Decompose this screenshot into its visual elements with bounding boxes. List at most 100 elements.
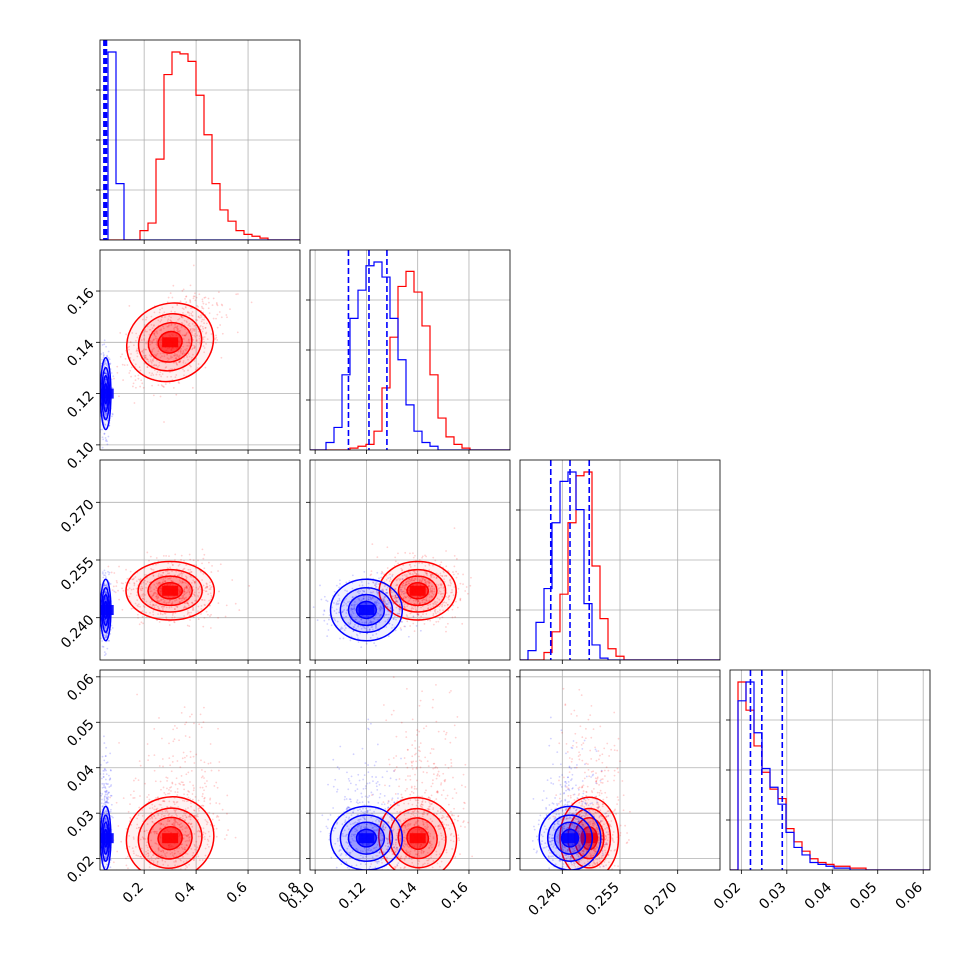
sample-point bbox=[170, 770, 173, 773]
sample-point bbox=[202, 827, 205, 830]
sample-point bbox=[107, 798, 110, 801]
sample-point bbox=[104, 803, 107, 806]
sample-point bbox=[155, 604, 158, 606]
sample-point bbox=[374, 627, 377, 630]
sample-point bbox=[187, 588, 190, 590]
sample-point bbox=[426, 572, 428, 575]
sample-point bbox=[363, 627, 366, 629]
sample-point bbox=[104, 636, 107, 638]
sample-point bbox=[184, 586, 186, 589]
sample-point bbox=[361, 621, 364, 624]
sample-point bbox=[202, 584, 205, 587]
sample-point bbox=[156, 597, 158, 600]
sample-point bbox=[197, 610, 199, 612]
sample-point bbox=[200, 605, 203, 607]
red-contours-1-0 bbox=[125, 302, 215, 383]
sample-point bbox=[103, 574, 105, 576]
sample-point bbox=[388, 601, 390, 604]
sample-point bbox=[462, 583, 464, 585]
sample-point bbox=[226, 794, 229, 797]
sample-point bbox=[154, 831, 157, 833]
sample-point bbox=[188, 611, 191, 614]
sample-point bbox=[105, 414, 108, 416]
sample-point bbox=[181, 353, 184, 355]
sample-point bbox=[192, 609, 195, 611]
sample-point bbox=[459, 599, 462, 602]
sample-point bbox=[453, 565, 456, 568]
sample-point bbox=[128, 372, 131, 374]
sample-point bbox=[357, 641, 360, 643]
sample-point bbox=[422, 598, 425, 601]
sample-point bbox=[178, 782, 181, 785]
sample-point bbox=[198, 325, 201, 328]
sample-point bbox=[337, 602, 340, 605]
sample-point bbox=[405, 584, 408, 586]
sample-point bbox=[403, 590, 405, 593]
sample-point bbox=[101, 798, 103, 801]
sample-point bbox=[173, 725, 176, 727]
sample-point bbox=[156, 830, 158, 833]
sample-point bbox=[165, 871, 167, 873]
sample-point bbox=[413, 564, 416, 567]
sample-point bbox=[152, 374, 155, 376]
sample-point bbox=[210, 596, 213, 599]
sample-point bbox=[149, 817, 152, 820]
sample-point bbox=[418, 580, 421, 583]
sample-point bbox=[466, 592, 469, 595]
sample-point bbox=[166, 779, 168, 782]
sample-point bbox=[396, 596, 399, 599]
sample-point bbox=[185, 592, 187, 595]
sample-point bbox=[461, 622, 464, 625]
sample-point bbox=[330, 624, 333, 627]
sample-point bbox=[136, 693, 138, 696]
sample-point bbox=[154, 330, 156, 333]
sample-point bbox=[428, 568, 431, 571]
sample-point bbox=[150, 590, 153, 593]
sample-point bbox=[164, 580, 167, 582]
sample-point bbox=[154, 355, 157, 357]
sample-point bbox=[421, 599, 424, 602]
sample-point bbox=[173, 873, 175, 875]
sample-point bbox=[153, 727, 156, 730]
sample-point bbox=[435, 576, 438, 579]
sample-point bbox=[152, 569, 155, 571]
sample-point bbox=[145, 844, 148, 847]
sample-point bbox=[165, 555, 168, 557]
sample-point bbox=[193, 845, 196, 847]
sample-point bbox=[192, 593, 195, 596]
sample-point bbox=[158, 717, 160, 719]
sample-point bbox=[182, 361, 185, 364]
sample-point bbox=[202, 318, 205, 321]
sample-point bbox=[202, 721, 205, 724]
sample-point bbox=[221, 808, 224, 811]
sample-point bbox=[208, 599, 211, 602]
blue-histogram-0 bbox=[100, 51, 300, 240]
sample-point bbox=[345, 615, 347, 618]
sample-point bbox=[394, 596, 397, 599]
sample-point bbox=[369, 596, 372, 599]
sample-point bbox=[184, 602, 187, 605]
sample-point bbox=[211, 564, 213, 567]
sample-point bbox=[158, 364, 161, 367]
sample-point bbox=[154, 780, 157, 783]
sample-point bbox=[152, 574, 155, 577]
sample-point bbox=[193, 581, 196, 584]
sample-point bbox=[182, 594, 184, 597]
sample-point bbox=[375, 601, 377, 604]
sample-point bbox=[164, 576, 167, 579]
sample-point bbox=[207, 845, 210, 848]
sample-point bbox=[413, 577, 416, 580]
sample-point bbox=[374, 586, 377, 589]
sample-point bbox=[401, 601, 404, 603]
sample-point bbox=[206, 843, 209, 846]
sample-point bbox=[179, 601, 182, 604]
sample-point bbox=[158, 803, 161, 806]
sample-point bbox=[146, 743, 149, 745]
sample-point bbox=[141, 350, 144, 353]
sample-point bbox=[204, 854, 207, 857]
sample-point bbox=[125, 864, 128, 867]
sample-point bbox=[216, 303, 218, 306]
sample-point bbox=[104, 626, 106, 629]
sample-point bbox=[215, 302, 218, 304]
sample-point bbox=[142, 595, 145, 597]
